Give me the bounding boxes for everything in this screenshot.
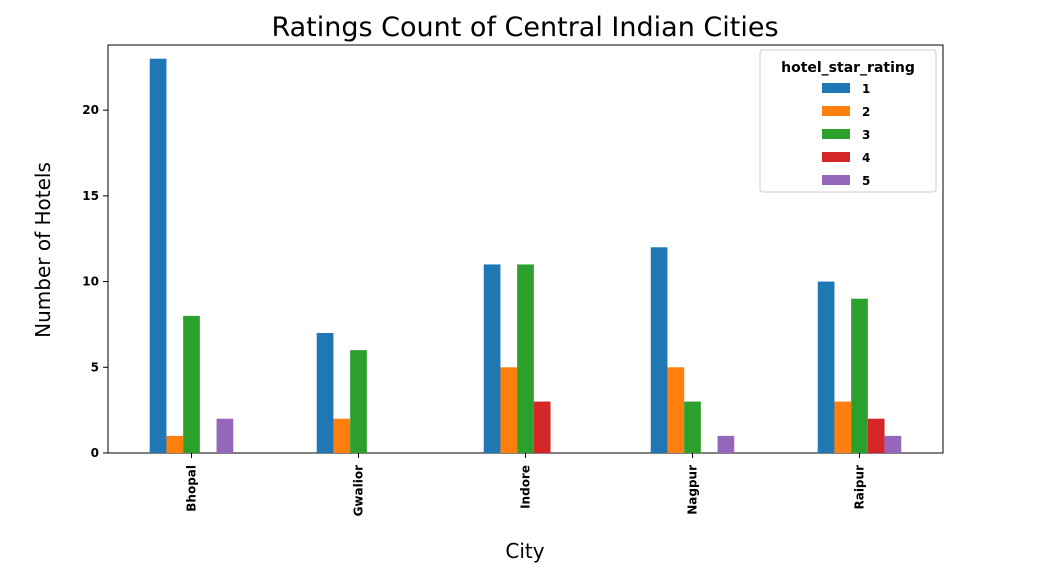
y-axis-label: Number of Hotels	[31, 162, 55, 338]
legend-frame	[759, 49, 937, 193]
y-tick-label: 10	[82, 275, 99, 289]
bar-raipur-rating-5	[884, 435, 902, 453]
bar-bhopal-rating-1	[149, 58, 167, 453]
legend-swatch-2	[822, 106, 850, 116]
legend: hotel_star_rating 1 2 3 4 5	[759, 49, 937, 193]
x-tick-label: Bhopal	[185, 465, 199, 512]
bar-raipur-rating-3	[851, 298, 868, 453]
bar-gwalior-rating-3	[350, 350, 367, 453]
y-tick-label: 0	[91, 446, 99, 460]
bar-gwalior-rating-1	[316, 333, 334, 453]
legend-swatch-4	[822, 152, 850, 162]
x-tick-label: Raipur	[853, 465, 867, 510]
bar-nagpur-rating-5	[717, 435, 735, 453]
y-tick-label: 15	[82, 189, 99, 203]
bar-indore-rating-2	[500, 367, 518, 453]
bar-raipur-rating-1	[817, 281, 835, 453]
bar-indore-rating-1	[483, 264, 501, 453]
x-tick-label: Nagpur	[686, 465, 700, 515]
bar-bhopal-rating-3	[183, 315, 200, 453]
x-tick-label: Gwalior	[352, 465, 366, 517]
chart-title: Ratings Count of Central Indian Cities	[271, 12, 778, 43]
bar-bhopal-rating-5	[216, 418, 234, 453]
bar-nagpur-rating-2	[667, 367, 685, 453]
legend-label-1: 1	[862, 82, 870, 96]
legend-label-5: 5	[862, 174, 870, 188]
legend-swatch-3	[822, 129, 850, 139]
legend-entries: 1 2 3 4 5	[822, 82, 870, 188]
bar-raipur-rating-4	[867, 418, 885, 453]
bar-gwalior-rating-2	[333, 418, 351, 453]
bar-raipur-rating-2	[834, 401, 852, 453]
legend-swatch-1	[822, 83, 850, 93]
legend-swatch-5	[822, 175, 850, 185]
x-tick-label: Indore	[519, 465, 533, 509]
legend-label-2: 2	[862, 105, 870, 119]
y-tick-label: 20	[82, 103, 99, 117]
bar-indore-rating-4	[533, 401, 551, 453]
bar-nagpur-rating-1	[650, 247, 668, 453]
legend-label-3: 3	[862, 128, 870, 142]
bar-indore-rating-3	[517, 264, 534, 453]
legend-label-4: 4	[862, 151, 870, 165]
legend-title: hotel_star_rating	[781, 60, 915, 76]
bar-bhopal-rating-2	[166, 435, 184, 453]
x-axis-label: City	[505, 539, 544, 563]
bar-nagpur-rating-3	[684, 401, 701, 453]
y-tick-label: 5	[91, 360, 99, 374]
